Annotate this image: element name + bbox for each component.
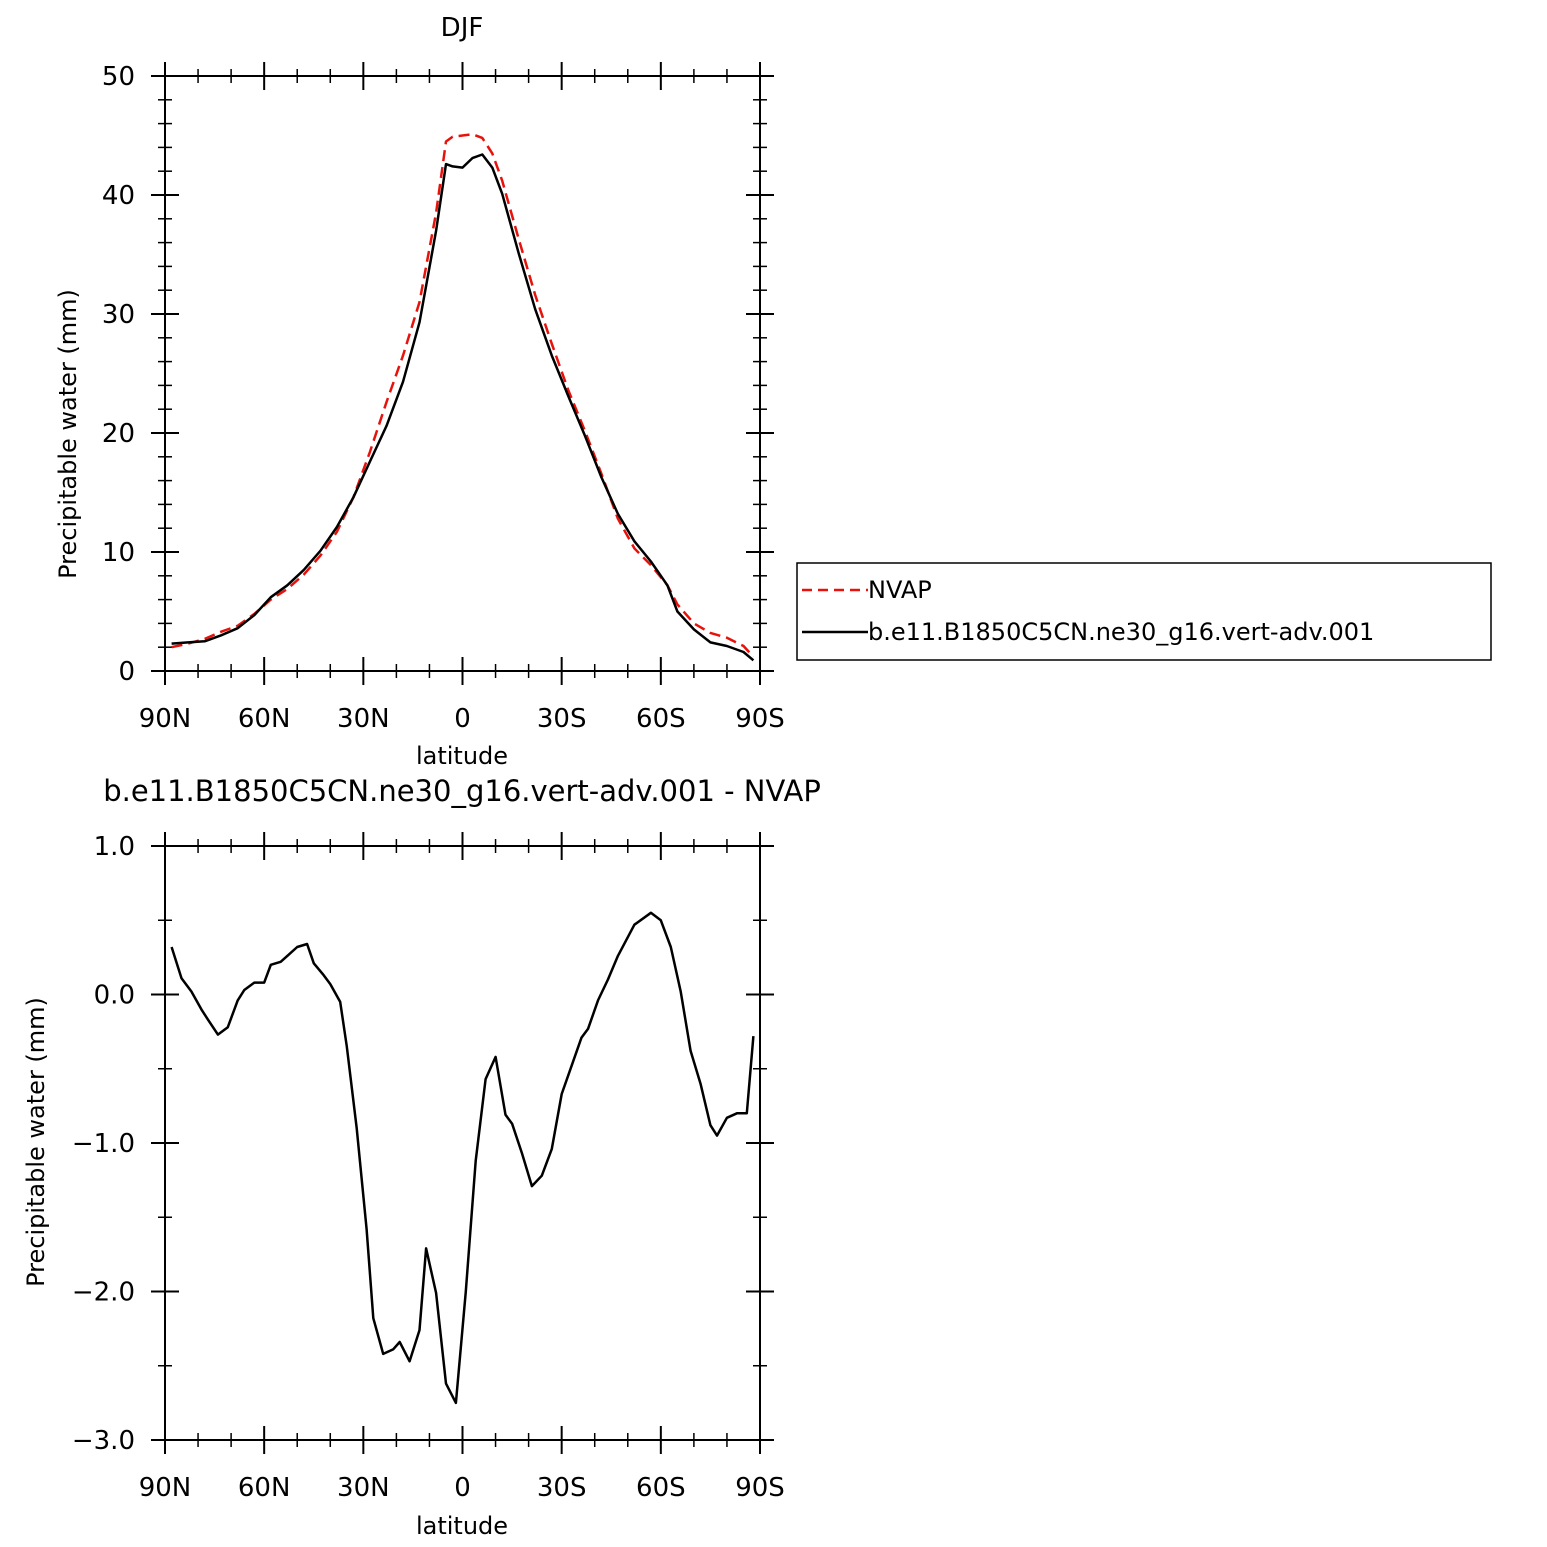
top-panel-y-tick-label: 50 (102, 62, 135, 92)
bottom-panel-x-tick-label: 30N (337, 1473, 390, 1503)
top-panel-plot-frame (164, 75, 761, 672)
bottom-panel-x-tick-label: 90N (139, 1473, 192, 1503)
bottom-panel-y-tick-label: −3.0 (72, 1426, 135, 1456)
bottom-panel-x-tick-label: 30S (537, 1473, 587, 1503)
top-panel-x-axis-label: latitude (416, 742, 508, 770)
top-panel-y-tick-label: 0 (118, 657, 135, 687)
bottom-panel-x-tick-label: 60S (636, 1473, 686, 1503)
bottom-panel-lines (170, 911, 755, 1405)
bottom-panel-y-tick-label: −1.0 (72, 1129, 135, 1159)
bottom-panel-y-tick-label: 1.0 (94, 832, 135, 862)
bottom-panel-x-axis-label: latitude (416, 1512, 508, 1540)
bottom-panel-y-axis-label: Precipitable water (mm) (22, 997, 50, 1287)
top-panel-x-tick-label: 60N (238, 704, 291, 734)
legend-box (796, 562, 1492, 661)
top-panel-y-tick-label: 40 (102, 181, 135, 211)
top-panel-lines (171, 133, 755, 662)
top-panel-x-tick-label: 60S (636, 704, 686, 734)
legend-label-nvap: NVAP (868, 576, 932, 604)
top-panel-x-tick-label: 30N (337, 704, 390, 734)
top-panel: DJF Precipitable water (mm) latitude 90N… (54, 13, 785, 770)
bottom-panel-x-tick-label: 0 (454, 1473, 471, 1503)
bottom-panel-series-line-model (170, 911, 755, 1405)
bottom-panel-x-tick-label: 60N (238, 1473, 291, 1503)
top-panel-x-tick-label: 30S (537, 704, 587, 734)
top-panel-x-tick-label: 0 (454, 704, 471, 734)
top-panel-title: DJF (441, 13, 484, 43)
top-panel-y-tick-label: 10 (102, 538, 135, 568)
top-panel-y-tick-label: 20 (102, 419, 135, 449)
top-panel-series-line-model (171, 153, 755, 662)
bottom-panel-x-tick-label: 90S (735, 1473, 785, 1503)
top-panel-x-tick-label: 90S (735, 704, 785, 734)
legend-label-model: b.e11.B1850C5CN.ne30_g16.vert-adv.001 (868, 618, 1374, 646)
bottom-panel: b.e11.B1850C5CN.ne30_g16.vert-adv.001 - … (22, 774, 821, 1540)
bottom-panel-ticks: 90N 60N 30N 0 30S 60S 90S −3.0 −2.0 −1.0 0.0 1.0 (72, 832, 785, 1503)
top-panel-y-tick-label: 30 (102, 300, 135, 330)
bottom-panel-y-tick-label: −2.0 (72, 1278, 135, 1308)
top-panel-x-tick-label: 90N (139, 704, 192, 734)
top-panel-y-axis-label: Precipitable water (mm) (54, 289, 82, 579)
bottom-panel-title: b.e11.B1850C5CN.ne30_g16.vert-adv.001 - … (103, 774, 821, 808)
bottom-panel-plot-frame (164, 845, 761, 1441)
bottom-panel-y-tick-label: 0.0 (94, 981, 135, 1011)
legend: NVAP b.e11.B1850C5CN.ne30_g16.vert-adv.0… (796, 562, 1492, 661)
